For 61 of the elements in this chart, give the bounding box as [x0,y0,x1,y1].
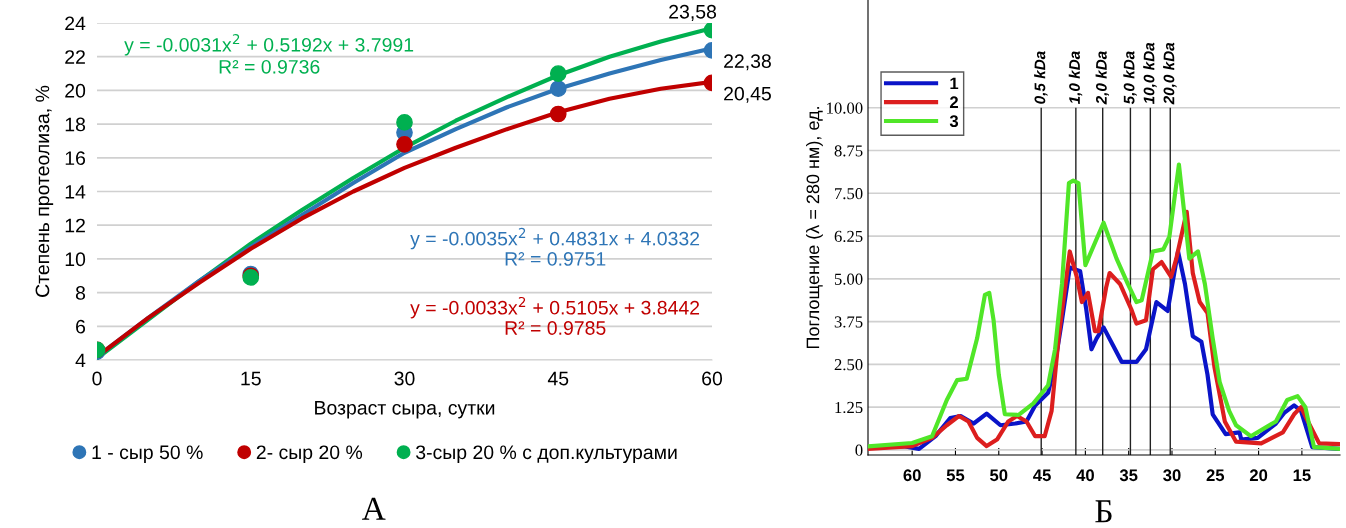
x-tick-label: 55 [946,469,965,482]
annotation: y = -0.0031x$^{2}$ + 0.5192x + 3.7991 [124,34,414,56]
data-label: 22,38 [724,54,771,71]
annotation: R² = 0.9785 [505,321,606,335]
text: А [362,497,386,520]
ref-line-label: 10,0 kDa [1143,42,1157,105]
ref-line-label: 1,0 kDa [1068,51,1083,105]
y-tick-label: 3.75 [834,316,863,328]
text: Б [1095,500,1112,523]
x-tick-label: 15 [1293,469,1311,482]
y-tick-label: 8 [75,286,86,300]
x-tick-label: 45 [547,371,569,386]
legend-label: 1 [950,77,959,90]
annotation: y = -0.0033x$^{2}$ + 0.5105x + 3.8442 [410,296,700,319]
y-tick-label: 8.75 [834,145,863,157]
y-tick-label: 24 [65,16,86,31]
legend-label: 3 [949,115,959,128]
annotation: R² = 0.9751 [505,252,606,266]
y-tick-label: 5.00 [834,273,863,285]
legend-label: 2 [949,96,958,108]
y-tick-label: 20 [65,83,86,98]
y-tick-label: 10.00 [827,102,863,114]
x-tick-label: 30 [1163,469,1181,482]
x-tick-label: 20 [1249,469,1268,482]
legend-label: 2- сыр 20 % [256,445,363,464]
y-tick-label: 6 [76,319,86,334]
y-tick-label: 4 [75,353,86,368]
ref-line-label: 20,0 kDa [1163,42,1177,105]
legend-label: 3-сыр 20 % с доп.культурами [416,445,677,464]
y-tick-label: 22 [65,50,85,64]
y-tick-label: 12 [65,218,85,233]
x-tick-label: 60 [702,371,723,386]
x-tick-label: 15 [241,371,261,386]
y-axis-title: Поглощение (λ = 280 нм), ед. [806,107,823,349]
x-tick-label: 60 [903,469,921,482]
x-tick-label: 35 [1119,469,1138,482]
x-tick-label: 25 [1206,469,1225,482]
ref-line-label: 2,0 kDa [1095,51,1110,105]
y-tick-label: 1.25 [835,401,863,414]
annotation: R² = 0.9736 [219,59,320,74]
x-tick-label: 40 [1076,469,1094,482]
annotation: y = -0.0035x$^{2}$ + 0.4831x + 4.0332 [410,227,700,250]
y-tick-label: 14 [65,185,86,199]
x-axis-title: Возраст сыра, сутки [315,401,495,419]
y-tick-label: 10 [65,252,86,267]
y-tick-label: 6.25 [834,230,863,243]
y-tick-label: 16 [65,151,86,166]
legend-label: 1 - сыр 50 % [92,445,203,464]
ref-line-label: 0,5 kDa [1034,51,1048,104]
data-label: 20,45 [724,86,771,103]
ref-line-label: 5,0 kDa [1123,51,1137,105]
y-tick-label: 2.50 [834,359,863,371]
x-tick-label: 50 [990,469,1008,482]
y-tick-label: 0 [855,444,863,456]
data-label: 23,58 [669,4,717,21]
y-axis-title: Степень протеолиза, % [35,85,54,297]
y-tick-label: 7.50 [835,187,863,200]
x-tick-label: 45 [1033,469,1051,482]
x-tick-label: 30 [394,371,415,386]
y-tick-label: 18 [65,117,86,132]
x-tick-label: 0 [92,371,102,386]
